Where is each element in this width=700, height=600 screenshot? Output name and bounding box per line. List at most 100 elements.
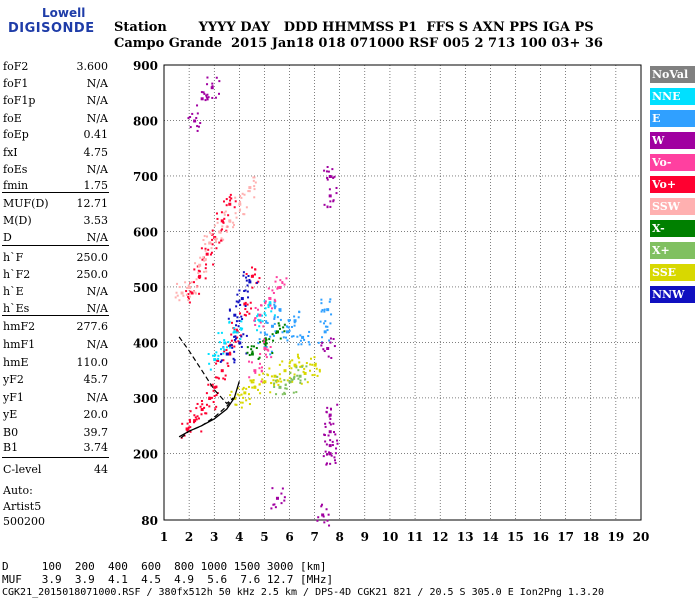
data-point [189, 281, 192, 284]
data-point [320, 302, 323, 305]
data-point [286, 339, 289, 342]
data-point [297, 316, 300, 319]
data-point [178, 299, 181, 302]
data-point [230, 343, 233, 346]
data-point [238, 202, 242, 206]
data-point [192, 421, 195, 424]
data-point [318, 370, 321, 373]
data-point [188, 301, 191, 304]
data-point [328, 444, 332, 448]
data-point [269, 335, 272, 338]
autoscaler-label: Auto: [3, 484, 33, 497]
data-point [258, 383, 261, 386]
data-point [329, 407, 332, 410]
scaling-value: N/A [86, 302, 108, 315]
data-point [306, 381, 309, 384]
data-point [250, 348, 253, 351]
data-point [319, 320, 322, 323]
data-point [285, 325, 288, 328]
scaling-name: foEs [3, 163, 28, 176]
data-point [211, 243, 214, 246]
data-point [275, 276, 278, 279]
data-point [294, 365, 297, 368]
data-point [283, 496, 286, 499]
data-point [227, 341, 230, 344]
data-point [186, 429, 189, 432]
data-point [273, 382, 276, 385]
data-point [275, 381, 278, 384]
data-point [248, 360, 251, 363]
scaling-row: C-level 44 [3, 463, 108, 477]
data-point [220, 353, 223, 356]
scaling-name: h`Es [3, 302, 30, 315]
data-point [288, 380, 292, 384]
data-point [226, 230, 229, 233]
data-point [318, 368, 321, 371]
data-point [326, 519, 329, 522]
data-point [251, 350, 254, 353]
data-point [254, 371, 257, 374]
data-point [204, 277, 207, 280]
data-point [270, 350, 273, 353]
scaling-name: C-level [3, 463, 42, 476]
data-point [241, 401, 244, 404]
data-point [216, 221, 219, 224]
data-point [320, 344, 323, 347]
data-point [285, 387, 288, 390]
data-point [219, 231, 222, 234]
data-point [323, 433, 326, 436]
data-point [229, 343, 232, 346]
scaling-row: hmF1 N/A [3, 338, 108, 352]
x-tick-label: 14 [482, 530, 499, 544]
data-point [239, 195, 242, 198]
scaling-value: N/A [86, 338, 108, 351]
data-point [320, 505, 323, 508]
data-point [269, 391, 272, 394]
data-point [207, 352, 210, 355]
data-point [210, 396, 213, 399]
data-point [262, 381, 265, 384]
data-point [323, 350, 326, 353]
data-point [263, 381, 266, 384]
data-point [248, 403, 251, 406]
data-point [261, 320, 264, 323]
data-point [266, 373, 269, 376]
data-point [269, 345, 272, 348]
data-point [326, 346, 330, 350]
data-point [246, 290, 249, 293]
data-point [313, 363, 317, 367]
data-point [324, 425, 327, 428]
data-point [246, 284, 249, 287]
data-point [238, 341, 242, 345]
data-point [262, 325, 265, 328]
data-point [219, 360, 222, 363]
scaling-name: foEp [3, 128, 29, 141]
data-point [257, 318, 260, 321]
data-point [278, 309, 281, 312]
data-point [185, 293, 188, 296]
data-point [323, 169, 326, 172]
data-point [252, 179, 255, 182]
y-tick-label: 700 [133, 170, 158, 184]
data-point [233, 396, 237, 400]
data-point [250, 345, 253, 348]
data-point [325, 170, 328, 173]
data-point [238, 394, 241, 397]
data-point [182, 294, 185, 297]
data-point [225, 225, 228, 228]
data-point [223, 378, 226, 381]
data-point [267, 304, 270, 307]
data-point [215, 405, 218, 408]
data-point [272, 292, 275, 295]
x-tick-label: 1 [160, 530, 168, 544]
data-point [289, 372, 292, 375]
data-point [322, 322, 325, 325]
y-tick-label: 800 [133, 114, 158, 128]
data-point [214, 408, 217, 411]
data-point [242, 271, 245, 274]
data-point [222, 359, 225, 362]
legend-item: SSE [650, 264, 695, 281]
logo-line1: Lowell [42, 6, 86, 20]
data-point [238, 299, 241, 302]
data-point [299, 339, 302, 342]
